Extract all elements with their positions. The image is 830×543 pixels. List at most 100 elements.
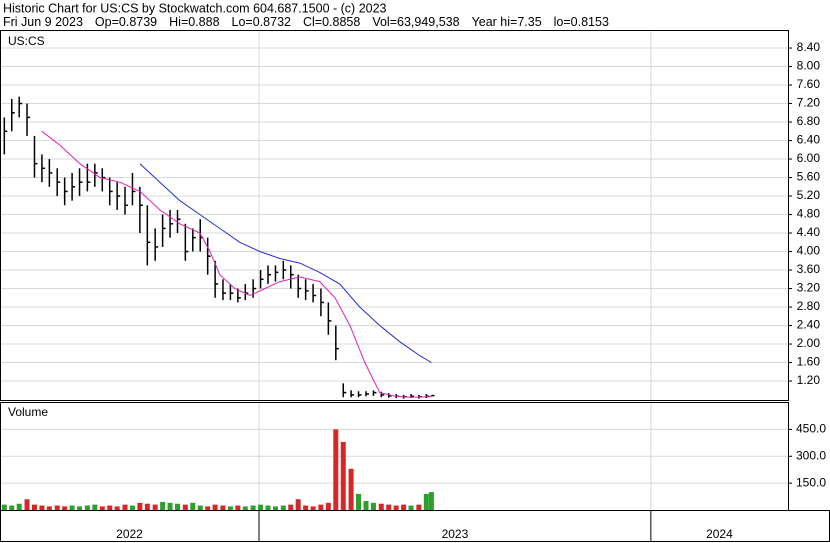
subtitle-field: lo=0.8153 xyxy=(554,15,609,29)
volume-bar xyxy=(137,502,143,510)
chart-title: Historic Chart for US:CS by Stockwatch.c… xyxy=(3,1,387,15)
y-tick-label: 3.20 xyxy=(797,281,821,295)
volume-bar xyxy=(408,505,414,510)
y-tick-label: 2.00 xyxy=(797,336,821,350)
volume-bar xyxy=(378,503,384,510)
y-tick-label: 1.60 xyxy=(797,355,821,369)
volume-bar xyxy=(77,506,83,510)
volume-bar xyxy=(356,493,362,510)
y-tick-label: 8.40 xyxy=(797,40,821,54)
volume-bar xyxy=(9,505,15,510)
volume-bar xyxy=(220,505,226,510)
volume-bar xyxy=(393,505,399,510)
volume-bar xyxy=(212,504,218,510)
volume-bar xyxy=(288,504,294,510)
volume-bar xyxy=(423,493,429,510)
y-tick-label: 3.60 xyxy=(797,262,821,276)
volume-bar xyxy=(129,505,135,510)
y-tick-label: 4.80 xyxy=(797,207,821,221)
volume-bar xyxy=(69,505,75,510)
y-tick-label: 5.20 xyxy=(797,188,821,202)
volume-bar xyxy=(295,499,301,510)
y-tick-label: 5.60 xyxy=(797,170,821,184)
volume-bar xyxy=(280,505,286,510)
volume-bar xyxy=(54,505,60,510)
y-tick-label: 8.00 xyxy=(797,59,821,73)
price-frame xyxy=(0,30,789,401)
volume-bar xyxy=(325,502,331,510)
volume-bar xyxy=(310,506,316,510)
volume-bar xyxy=(242,506,248,510)
y-tick-label: 450.0 xyxy=(796,422,826,436)
x-tick-label: 2022 xyxy=(116,527,143,541)
volume-bar xyxy=(272,506,278,510)
volume-bar xyxy=(340,441,346,510)
volume-bar xyxy=(386,504,392,510)
moving-average xyxy=(139,163,432,363)
subtitle-field: Lo=0.8732 xyxy=(232,15,291,29)
volume-bar xyxy=(24,499,30,510)
volume-bar xyxy=(318,504,324,510)
volume-bar xyxy=(250,505,256,510)
volume-bar xyxy=(428,492,434,510)
volume-bar xyxy=(363,501,369,510)
volume-label: Volume xyxy=(8,405,48,419)
y-tick-label: 2.80 xyxy=(797,299,821,313)
subtitle-field: Year hi=7.35 xyxy=(472,15,542,29)
volume-bar xyxy=(99,506,105,510)
x-tick-label: 2024 xyxy=(706,527,733,541)
y-tick-label: 1.20 xyxy=(797,373,821,387)
volume-bar xyxy=(46,506,52,510)
moving-average xyxy=(41,130,432,398)
volume-bar xyxy=(144,503,150,510)
subtitle-field: Op=0.8739 xyxy=(95,15,157,29)
y-tick-label: 6.40 xyxy=(797,133,821,147)
volume-bar xyxy=(348,468,354,510)
volume-bar xyxy=(92,504,98,510)
y-tick-label: 150.0 xyxy=(796,475,826,489)
subtitle-field: Vol=63,949,538 xyxy=(372,15,459,29)
volume-bar xyxy=(175,503,181,510)
volume-bar xyxy=(258,504,264,510)
subtitle-field: Hi=0.888 xyxy=(169,15,219,29)
volume-bar xyxy=(205,506,211,510)
y-tick-label: 6.80 xyxy=(797,114,821,128)
volume-bar xyxy=(84,505,90,510)
volume-bar xyxy=(160,501,166,510)
volume-bar xyxy=(1,504,7,510)
volume-bar xyxy=(416,504,422,510)
volume-bar xyxy=(62,506,68,510)
volume-bar xyxy=(107,505,113,510)
volume-bar xyxy=(265,505,271,510)
symbol-label: US:CS xyxy=(8,34,45,48)
y-tick-label: 7.20 xyxy=(797,96,821,110)
volume-bar xyxy=(197,505,203,510)
subtitle-field: Cl=0.8858 xyxy=(303,15,360,29)
volume-bar xyxy=(16,503,22,510)
y-tick-label: 4.40 xyxy=(797,225,821,239)
y-tick-label: 4.00 xyxy=(797,244,821,258)
y-tick-label: 6.00 xyxy=(797,151,821,165)
volume-bar xyxy=(182,504,188,510)
volume-bar xyxy=(31,504,37,510)
y-tick-label: 300.0 xyxy=(796,448,826,462)
volume-bar xyxy=(152,504,158,510)
volume-bar xyxy=(114,506,120,510)
volume-bar xyxy=(39,505,45,510)
volume-bar xyxy=(333,429,339,510)
volume-bar xyxy=(370,502,376,510)
volume-bar xyxy=(401,504,407,510)
volume-bar xyxy=(167,502,173,510)
volume-bar xyxy=(190,502,196,510)
subtitle-field: Fri Jun 9 2023 xyxy=(3,15,83,29)
x-tick-label: 2023 xyxy=(442,527,469,541)
subtitle: Fri Jun 9 2023 Op=0.8739 Hi=0.888 Lo=0.8732… xyxy=(3,15,609,29)
y-tick-label: 2.40 xyxy=(797,318,821,332)
volume-bar xyxy=(227,506,233,510)
volume-bar xyxy=(122,504,128,510)
volume-bar xyxy=(235,505,241,510)
volume-bar xyxy=(303,505,309,510)
y-tick-label: 7.60 xyxy=(797,77,821,91)
